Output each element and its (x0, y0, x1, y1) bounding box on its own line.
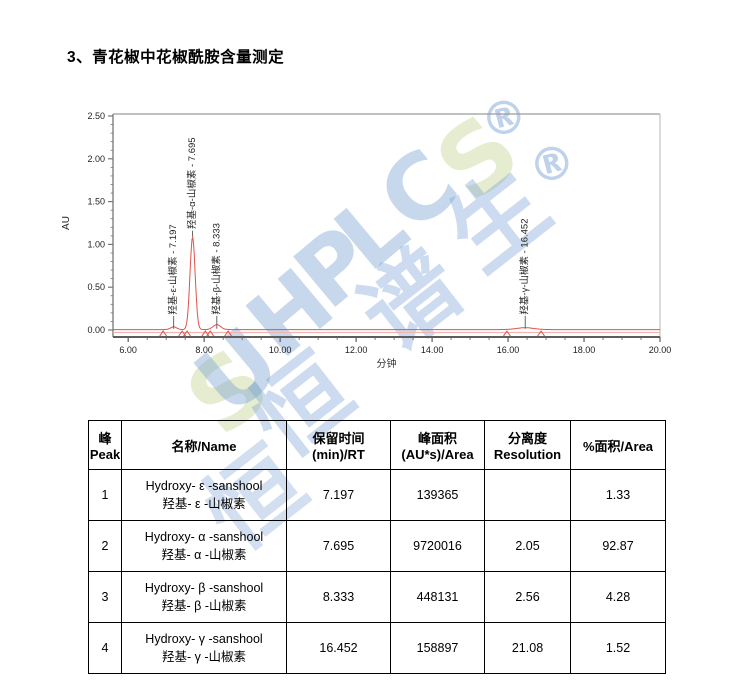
chromatogram-svg: 0.00 0.50 1.00 1.50 2.00 2.50 6.00 8.00 10.00 12.… (61, 111, 672, 370)
chromatogram-trace (113, 235, 660, 331)
page-title: 3、青花椒中花椒酰胺含量测定 (67, 49, 285, 66)
y-tick-label: 2.50 (87, 111, 105, 121)
cell-area-percent: 92.87 (570, 520, 666, 572)
peak-label: 羟基-ε-山椒素 - 7.197 (167, 224, 179, 314)
header-line1: 保留时间 (312, 431, 365, 446)
cell-name: Hydroxy- γ -sanshool 羟基- γ -山椒素 (121, 622, 287, 674)
integration-mark-icon (224, 330, 233, 337)
chromatogram-chart: 0.00 0.50 1.00 1.50 2.00 2.50 6.00 8.00 10.00 12.… (55, 98, 700, 383)
cell-peak-area: 9720016 (390, 520, 485, 572)
header-line1: 名称/Name (171, 438, 237, 454)
x-tick-label: 10.00 (269, 345, 292, 355)
cell-retention-time: 7.197 (286, 469, 391, 521)
peak-label: 羟基-β-山椒素 - 8.333 (210, 223, 222, 315)
table-row: 2 Hydroxy- α -sanshool 羟基- α -山椒素 7.695 9720… (88, 520, 666, 572)
cell-retention-time: 16.452 (286, 622, 391, 674)
table-row: 3 Hydroxy- β -sanshool 羟基- β -山椒素 8.333 4481… (88, 571, 666, 623)
cell-peak-number: 3 (88, 571, 122, 623)
integration-mark-icon (159, 330, 168, 337)
name-english: Hydroxy- β -sanshool (144, 580, 264, 595)
results-table: 峰 Peak 名称/Name 保留时间 (min)/RT 峰面积 (AU*s)/Area 分离… (88, 420, 666, 674)
x-tick-label: 6.00 (119, 345, 137, 355)
x-tick-label: 18.00 (573, 345, 596, 355)
column-header: 峰 Peak (88, 420, 122, 470)
name-english: Hydroxy- ε -sanshool (145, 478, 263, 493)
name-english: Hydroxy- α -sanshool (144, 529, 264, 544)
integration-mark-icon (183, 330, 191, 337)
cell-name: Hydroxy- ε -sanshool 羟基- ε -山椒素 (121, 469, 287, 521)
cell-peak-area: 139365 (390, 469, 485, 521)
column-header: 峰面积 (AU*s)/Area (390, 420, 485, 470)
name-chinese: 羟基- β -山椒素 (161, 598, 247, 613)
header-line1: 峰面积 (417, 431, 457, 446)
x-tick-label: 20.00 (649, 345, 672, 355)
header-line2: Peak (89, 447, 121, 462)
column-header: 保留时间 (min)/RT (286, 420, 391, 470)
table-row: 4 Hydroxy- γ -sanshool 羟基- γ -山椒素 16.452 158… (88, 622, 666, 674)
name-chinese: 羟基- ε -山椒素 (162, 496, 246, 511)
name-chinese: 羟基- α -山椒素 (161, 547, 247, 562)
header-line2: (min)/RT (312, 447, 365, 462)
header-line2: (AU*s)/Area (401, 447, 474, 462)
x-axis-title: 分钟 (377, 357, 397, 370)
x-tick-label: 8.00 (195, 345, 213, 355)
cell-area-percent: 1.52 (570, 622, 666, 674)
cell-peak-number: 2 (88, 520, 122, 572)
cell-area-percent: 4.28 (570, 571, 666, 623)
y-tick-label: 1.00 (87, 239, 105, 249)
cell-retention-time: 7.695 (286, 520, 391, 572)
x-tick-label: 14.00 (421, 345, 444, 355)
column-header: 名称/Name (121, 420, 287, 470)
y-tick-label: 0.50 (87, 282, 105, 292)
header-line1: 峰 (98, 431, 112, 446)
x-tick-label: 12.00 (345, 345, 368, 355)
x-tick-label: 16.00 (497, 345, 520, 355)
name-english: Hydroxy- γ -sanshool (145, 631, 263, 646)
cell-area-percent: 1.33 (570, 469, 666, 521)
column-header: 分离度 Resolution (484, 420, 571, 470)
peak-label: 羟基-γ-山椒素 - 16.452 (519, 219, 531, 315)
cell-resolution: 21.08 (484, 622, 571, 674)
cell-peak-area: 448131 (390, 571, 485, 623)
cell-name: Hydroxy- β -sanshool 羟基- β -山椒素 (121, 571, 287, 623)
header-line2: Resolution (493, 447, 562, 462)
y-tick-label: 0.00 (87, 325, 105, 335)
cell-resolution: 2.56 (484, 571, 571, 623)
peak-label: 羟基-α-山椒素 - 7.695 (186, 137, 198, 229)
cell-retention-time: 8.333 (286, 571, 391, 623)
cell-peak-area: 158897 (390, 622, 485, 674)
cell-resolution (484, 469, 571, 521)
y-tick-label: 2.00 (87, 154, 105, 164)
header-line1: 分离度 (507, 431, 547, 446)
table-row: 1 Hydroxy- ε -sanshool 羟基- ε -山椒素 7.197 1393… (88, 469, 666, 521)
cell-name: Hydroxy- α -sanshool 羟基- α -山椒素 (121, 520, 287, 572)
integration-mark-icon (503, 330, 511, 337)
table-header-row: 峰 Peak 名称/Name 保留时间 (min)/RT 峰面积 (AU*s)/Area 分离… (88, 420, 666, 470)
column-header: %面积/Area (570, 420, 666, 470)
cell-peak-number: 4 (88, 622, 122, 674)
name-chinese: 羟基- γ -山椒素 (161, 649, 247, 664)
integration-mark-icon (537, 330, 546, 337)
y-axis-title: AU (61, 216, 72, 230)
integration-mark-icon (206, 330, 215, 337)
cell-peak-number: 1 (88, 469, 122, 521)
y-tick-label: 1.50 (87, 197, 105, 207)
cell-resolution: 2.05 (484, 520, 571, 572)
header-line1: %面积/Area (582, 438, 654, 454)
